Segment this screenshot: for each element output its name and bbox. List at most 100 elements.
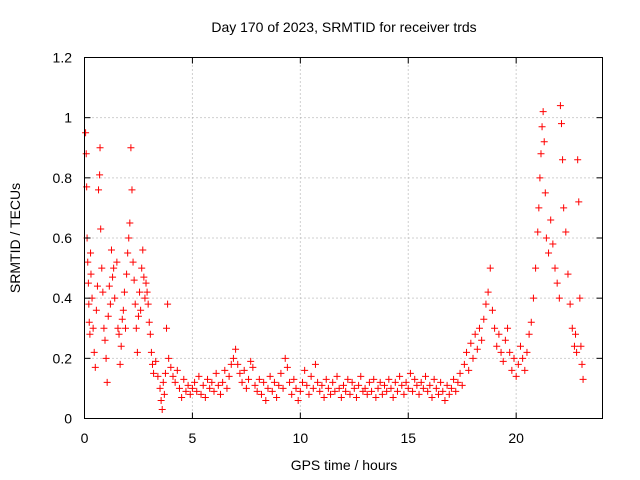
data-point (424, 387, 432, 395)
data-point (572, 330, 580, 338)
data-point (574, 156, 582, 164)
data-point (133, 348, 141, 356)
data-point (101, 336, 109, 344)
data-point (535, 204, 543, 212)
data-point (452, 387, 460, 395)
data-point (270, 378, 278, 386)
data-point (275, 381, 283, 389)
data-point (161, 369, 169, 377)
data-point (348, 378, 356, 386)
data-point (163, 324, 171, 332)
data-point (573, 348, 581, 356)
data-point (193, 387, 201, 395)
data-point (521, 366, 529, 374)
data-point (264, 384, 272, 392)
data-point (434, 390, 442, 398)
y-tick-label: 0 (64, 411, 72, 427)
data-point (157, 396, 165, 404)
data-point (393, 387, 401, 395)
data-point (158, 405, 166, 413)
data-point (118, 315, 126, 323)
data-point (105, 282, 113, 290)
data-point (242, 384, 250, 392)
y-tick-label: 1.2 (53, 50, 73, 66)
data-point (154, 372, 162, 380)
data-point (527, 318, 535, 326)
data-point (117, 342, 125, 350)
data-point (87, 270, 95, 278)
data-point (82, 150, 90, 158)
data-point (562, 228, 570, 236)
data-points (82, 102, 587, 413)
data-point (100, 324, 108, 332)
data-point (114, 324, 122, 332)
data-point (143, 288, 151, 296)
data-point (138, 264, 146, 272)
data-point (96, 171, 104, 179)
data-point (212, 369, 220, 377)
data-point (221, 366, 229, 374)
data-point (342, 387, 350, 395)
data-point (346, 390, 354, 398)
chart-title: Day 170 of 2023, SRMTID for receiver trd… (211, 19, 476, 35)
data-point (324, 384, 332, 392)
data-point (510, 354, 518, 362)
data-point (404, 384, 412, 392)
data-point (199, 381, 207, 389)
data-point (268, 387, 276, 395)
data-point (396, 372, 404, 380)
data-point (206, 384, 214, 392)
data-point (534, 228, 542, 236)
data-point (570, 342, 578, 350)
data-point (119, 306, 127, 314)
data-point (91, 363, 99, 371)
data-point (406, 369, 414, 377)
x-axis-label: GPS time / hours (291, 457, 398, 473)
data-point (144, 300, 152, 308)
data-point (355, 381, 363, 389)
data-point (107, 246, 115, 254)
data-point (539, 108, 547, 116)
data-point (575, 198, 583, 206)
data-point (383, 387, 391, 395)
data-point (316, 387, 324, 395)
data-point (262, 396, 270, 404)
data-point (413, 381, 421, 389)
data-point (529, 294, 537, 302)
data-point (113, 258, 121, 266)
data-point (96, 144, 104, 152)
data-point (491, 324, 499, 332)
data-point (167, 363, 175, 371)
data-point (273, 393, 281, 401)
data-point (281, 354, 289, 362)
y-tick-label: 0.8 (53, 170, 73, 186)
data-point (532, 264, 540, 272)
data-point (139, 246, 147, 254)
data-point (579, 375, 587, 383)
data-point (426, 381, 434, 389)
data-point (430, 375, 438, 383)
data-point (180, 375, 188, 383)
data-point (385, 375, 393, 383)
data-point (245, 375, 253, 383)
data-point (286, 378, 294, 386)
y-axis-label: SRMTID / TECUs (7, 183, 23, 293)
data-point (504, 324, 512, 332)
data-point (127, 144, 135, 152)
data-point (506, 348, 514, 356)
data-point (277, 369, 285, 377)
data-point (411, 375, 419, 383)
data-point (182, 387, 190, 395)
data-point (443, 381, 451, 389)
data-point (541, 189, 549, 197)
data-point (335, 384, 343, 392)
data-point (122, 324, 130, 332)
data-point (478, 336, 486, 344)
data-point (97, 225, 105, 233)
data-point (376, 378, 384, 386)
data-point (568, 324, 576, 332)
x-axis-ticks: 0 5 10 15 20 (81, 57, 524, 446)
data-point (340, 381, 347, 389)
data-point (140, 273, 148, 281)
